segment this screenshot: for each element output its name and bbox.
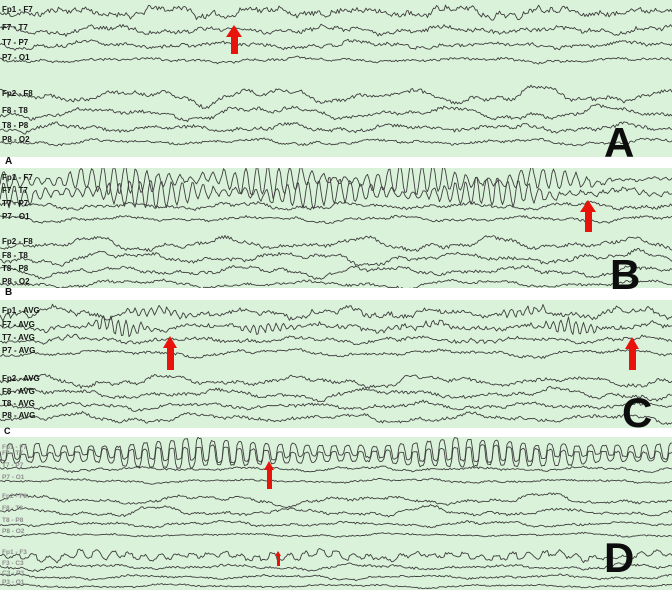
channel-label: F7 - T7 [2, 186, 28, 195]
channel-label: T8 - P8 [2, 121, 29, 130]
channel-label: F8 - T8 [2, 251, 28, 260]
red-up-arrow-annotation [226, 25, 243, 54]
arrow-head [226, 25, 242, 37]
channel-label: Fp1 - F3 [2, 549, 27, 556]
panel-separator [0, 428, 672, 437]
arrow-head [580, 200, 596, 212]
panel-small-letter-b: B [5, 287, 13, 298]
arrow-head [264, 461, 274, 470]
panel-separator [0, 288, 672, 300]
arrow-stem [628, 349, 636, 370]
channel-label: T7 - P7 [2, 38, 29, 47]
channel-label: T8 - AVG [2, 399, 35, 408]
arrow-stem [584, 212, 592, 232]
channel-label: T7 - P7 [2, 199, 29, 208]
channel-label: P3 - O1 [2, 579, 25, 586]
channel-label: Fp2 - AVG [2, 374, 40, 383]
channel-label: F3 - C3 [2, 560, 24, 567]
panel-big-letter-c: C [622, 389, 653, 436]
channel-label: P8 - O2 [2, 135, 30, 144]
panel-small-letter-a: A [5, 156, 13, 167]
channel-label: Fp2 - F8 [2, 237, 33, 246]
channel-label: F8 - T8 [2, 505, 23, 512]
panel-separator [0, 157, 672, 168]
channel-label: P7 - O1 [2, 53, 30, 62]
arrow-head [625, 337, 639, 349]
channel-label: Fp2 - F8 [2, 89, 33, 98]
channel-label: Fp1 - F7 [2, 173, 33, 182]
channel-label: Fp2 - F8 [2, 493, 27, 500]
channel-label: Fp1 - F7 [2, 5, 33, 14]
channel-label: T8 - P8 [2, 264, 29, 273]
channel-label: P8 - O2 [2, 277, 30, 286]
channel-label: T8 - P8 [2, 517, 24, 524]
channel-label: P7 - O1 [2, 212, 30, 221]
red-up-arrow-annotation [625, 337, 640, 370]
channel-label: P8 - AVG [2, 411, 36, 420]
channel-label: C3 - P3 [2, 570, 25, 577]
panel-small-letter-c: C [4, 426, 11, 436]
channel-label: T7 - AVG [2, 333, 35, 342]
channel-label: F7 - T7 [2, 23, 28, 32]
channel-label: F7 - AVG [2, 320, 35, 329]
panel-big-letter-b: B [610, 251, 641, 298]
arrow-stem [276, 556, 280, 566]
channel-label: F8 - T8 [2, 106, 28, 115]
channel-label: P7 - O1 [2, 474, 25, 481]
arrow-head [275, 551, 281, 556]
channel-label: P8 - O2 [2, 528, 25, 535]
arrow-stem [266, 470, 272, 489]
channel-label: F7 - T7 [2, 450, 23, 457]
channel-label: Fp1 - F7 [2, 444, 27, 451]
arrow-stem [166, 348, 174, 370]
channel-label: Fp1 - AVG [2, 306, 40, 315]
red-up-arrow-annotation [580, 200, 596, 232]
red-up-arrow-annotation [275, 551, 282, 566]
panel-big-letter-d: D [604, 534, 635, 581]
red-up-arrow-annotation [163, 336, 178, 370]
red-up-arrow-annotation [264, 461, 275, 489]
channel-label: T7 - P7 [2, 462, 24, 469]
channel-label: P7 - AVG [2, 346, 36, 355]
panel-big-letter-a: A [604, 119, 635, 166]
arrow-stem [230, 37, 238, 54]
channel-label: F8 - AVG [2, 387, 35, 396]
arrow-head [163, 336, 177, 348]
